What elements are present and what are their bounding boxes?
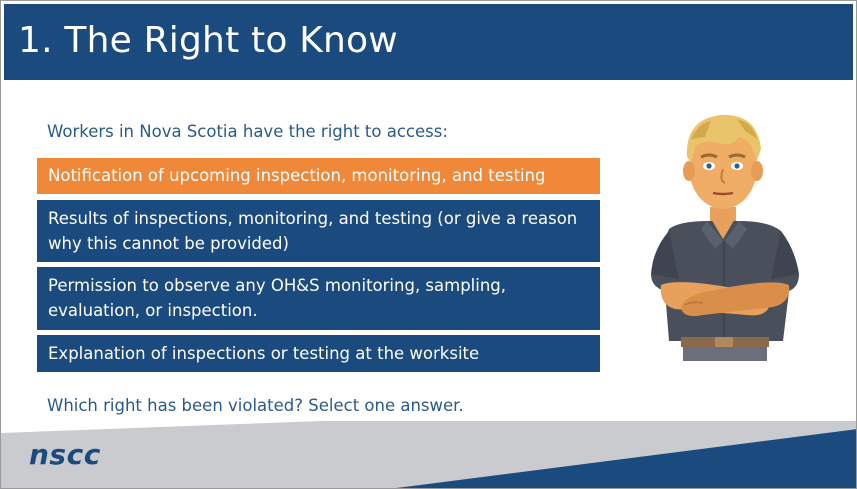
nscc-logo: nscc — [29, 438, 101, 471]
answer-option-2[interactable]: Results of inspections, monitoring, and … — [37, 200, 600, 262]
footer-band — [1, 421, 856, 488]
slide-title: 1. The Right to Know — [18, 20, 398, 61]
worker-character-illustration — [651, 114, 799, 361]
answer-option-1[interactable]: Notification of upcoming inspection, mon… — [37, 158, 600, 194]
answer-option-3[interactable]: Permission to observe any OH&S monitorin… — [37, 267, 600, 330]
intro-text: Workers in Nova Scotia have the right to… — [47, 122, 448, 141]
answer-option-4[interactable]: Explanation of inspections or testing at… — [37, 335, 600, 372]
title-bar: 1. The Right to Know — [4, 4, 853, 80]
question-prompt: Which right has been violated? Select on… — [47, 396, 464, 415]
